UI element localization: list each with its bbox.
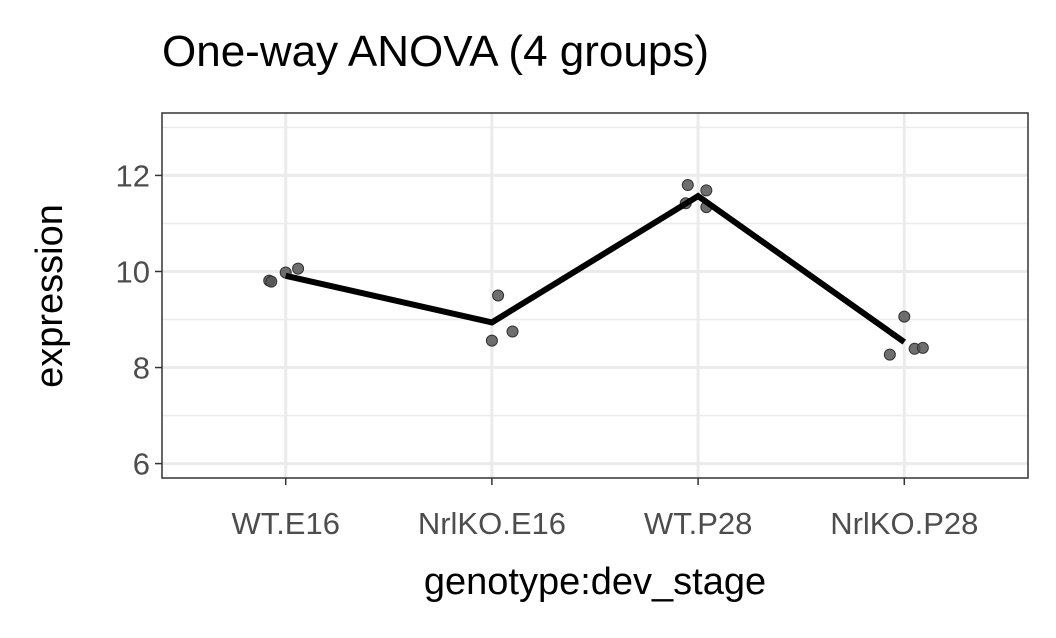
axes: 6 8 10 12 WT.E16 NrlKO.E16 WT.P28 NrlKO.P28 xyxy=(116,158,979,541)
data-point xyxy=(292,262,305,275)
data-point xyxy=(265,275,278,288)
y-tick-label: 6 xyxy=(133,447,150,482)
x-tick-label: WT.P28 xyxy=(644,506,753,541)
x-tick-label: NrlKO.E16 xyxy=(418,506,566,541)
y-tick-label: 8 xyxy=(133,351,150,386)
data-point xyxy=(492,289,505,302)
mean-line xyxy=(285,192,907,345)
data-point xyxy=(883,348,896,361)
data-point xyxy=(700,184,713,197)
x-axis-label: genotype:dev_stage xyxy=(424,561,766,603)
data-point xyxy=(916,341,929,354)
data-point xyxy=(506,325,519,338)
chart-title: One-way ANOVA (4 groups) xyxy=(162,27,709,76)
y-tick-label: 12 xyxy=(116,158,150,193)
x-tick-label: NrlKO.P28 xyxy=(830,506,978,541)
data-point xyxy=(485,334,498,347)
data-point xyxy=(681,179,694,192)
y-axis-label: expression xyxy=(29,204,71,388)
y-tick-label: 10 xyxy=(116,254,150,289)
panel-border xyxy=(161,112,1029,479)
x-tick-label: WT.E16 xyxy=(231,506,340,541)
data-point xyxy=(898,310,911,323)
grid xyxy=(162,113,1028,478)
marks xyxy=(263,179,929,361)
